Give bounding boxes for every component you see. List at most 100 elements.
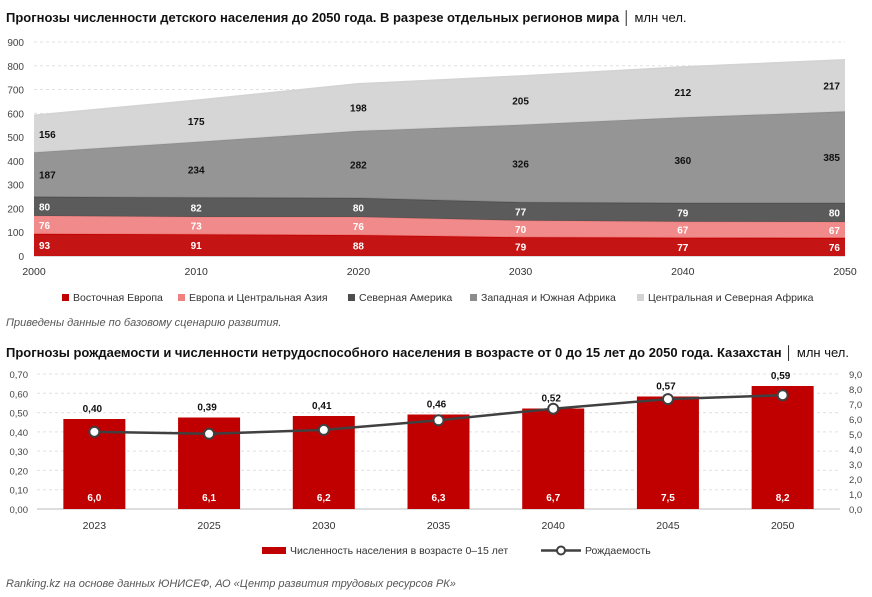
line-point	[203, 427, 216, 440]
y-left-tick-label: 0,00	[10, 505, 29, 516]
y-tick-label: 0	[18, 252, 24, 263]
bar-value-label: 6,7	[546, 493, 560, 504]
data-label: 82	[191, 203, 203, 214]
legend-swatch-marker	[556, 545, 566, 556]
y-tick-label: 800	[7, 62, 24, 73]
x-tick-label: 2023	[83, 520, 107, 532]
y-left-tick-label: 0,10	[10, 486, 29, 497]
bar	[407, 414, 470, 509]
line-value-label: 0,40	[83, 404, 103, 415]
data-label: 80	[39, 202, 51, 213]
data-label: 175	[188, 117, 205, 128]
legend-swatch	[348, 294, 355, 301]
line-point	[317, 423, 330, 436]
bar-line-chart: 0,00 0,10 0,20 0,30 0,40 0,50 0,60 0,70 0,0 1,0 2,…	[10, 370, 863, 557]
line-value-label: 0,57	[656, 382, 676, 393]
bar	[751, 386, 814, 509]
x-tick-label: 2050	[771, 520, 795, 532]
line-point	[661, 393, 674, 406]
bar-value-label: 6,1	[202, 493, 216, 504]
data-label: 212	[674, 88, 691, 99]
y-tick-label: 600	[7, 109, 24, 120]
x-tick-label: 2040	[671, 266, 695, 278]
line-value-label: 0,39	[197, 403, 217, 414]
x-tick-label: 2000	[22, 266, 46, 278]
line-point	[432, 414, 445, 427]
bar-value-label: 7,5	[661, 493, 675, 504]
line-point	[88, 425, 101, 438]
legend-label: Центральная и Северная Африка	[648, 292, 814, 304]
y-right-tick-label: 7,0	[849, 400, 862, 411]
data-label: 217	[823, 82, 840, 93]
data-label: 79	[677, 208, 689, 219]
chart1-title-main: Прогнозы численности детского населения …	[6, 10, 620, 25]
y-right-tick-label: 2,0	[849, 475, 862, 486]
area-series	[34, 215, 845, 238]
x-tick-label: 2020	[347, 266, 371, 278]
y-left-tick-label: 0,70	[10, 370, 29, 381]
chart1-title-unit: млн чел.	[634, 10, 687, 25]
data-label: 326	[512, 160, 529, 171]
legend-swatch	[637, 294, 644, 301]
chart2-title: Прогнозы рождаемости и численности нетру…	[6, 345, 849, 360]
data-label: 282	[350, 160, 367, 171]
legend-swatch-bar	[262, 547, 286, 554]
legend-label: Восточная Европа	[73, 292, 163, 304]
data-label: 360	[674, 156, 691, 167]
data-label: 156	[39, 130, 56, 141]
y-right-tick-label: 9,0	[849, 370, 862, 381]
data-label: 79	[515, 243, 527, 254]
source-note: Ranking.kz на основе данных ЮНИСЕФ, АО «…	[6, 578, 456, 590]
x-tick-label: 2030	[312, 520, 336, 532]
y-left-tick-label: 0,40	[10, 428, 29, 439]
data-label: 93	[39, 241, 51, 252]
x-tick-label: 2045	[656, 520, 680, 532]
legend-swatch	[470, 294, 477, 301]
legend-label: Численность населения в возрасте 0–15 ле…	[290, 545, 508, 557]
line-point	[776, 389, 789, 402]
bar	[636, 396, 699, 509]
y-left-tick-label: 0,20	[10, 466, 29, 477]
line-point	[547, 402, 560, 415]
bar-value-label: 8,2	[776, 493, 790, 504]
legend-label: Западная и Южная Африка	[481, 292, 616, 304]
data-label: 73	[191, 222, 203, 233]
data-label: 67	[677, 226, 689, 237]
y-right-tick-label: 1,0	[849, 490, 862, 501]
y-tick-label: 300	[7, 181, 24, 192]
series-edge	[33, 110, 846, 154]
area-chart: 0 100 200 300 400 500 600 700 800 900 93 91 88 79 77 76…	[7, 38, 857, 304]
data-label: 70	[515, 225, 527, 236]
line-value-label: 0,59	[771, 371, 791, 382]
chart1-title: Прогнозы численности детского населения …	[6, 10, 687, 25]
y-tick-label: 700	[7, 86, 24, 97]
y-left-tick-label: 0,50	[10, 409, 29, 420]
bar-value-label: 6,0	[87, 493, 101, 504]
data-label: 234	[188, 166, 205, 177]
data-label: 205	[512, 96, 529, 107]
data-label: 198	[350, 103, 367, 114]
series-edge	[33, 59, 846, 117]
y-right-tick-label: 8,0	[849, 385, 862, 396]
x-tick-label: 2035	[427, 520, 451, 532]
data-label: 76	[39, 221, 51, 232]
data-label: 91	[191, 241, 203, 252]
chart2-title-main: Прогнозы рождаемости и численности нетру…	[6, 345, 782, 360]
x-tick-label: 2030	[509, 266, 533, 278]
data-label: 76	[829, 243, 841, 254]
y-tick-label: 200	[7, 204, 24, 215]
x-tick-label: 2040	[542, 520, 566, 532]
y-right-tick-label: 5,0	[849, 430, 862, 441]
x-tick-label: 2050	[833, 266, 857, 278]
legend-swatch	[178, 294, 185, 301]
bar-value-label: 6,2	[317, 493, 331, 504]
line-value-label: 0,52	[541, 394, 561, 405]
area-series	[34, 59, 845, 153]
chart1-note: Приведены данные по базовому сценарию ра…	[6, 317, 282, 329]
legend-label: Северная Америка	[359, 292, 452, 304]
data-label: 80	[829, 208, 841, 219]
data-label: 80	[353, 203, 365, 214]
data-label: 88	[353, 242, 365, 253]
data-label: 187	[39, 171, 56, 182]
data-label: 77	[515, 207, 527, 218]
